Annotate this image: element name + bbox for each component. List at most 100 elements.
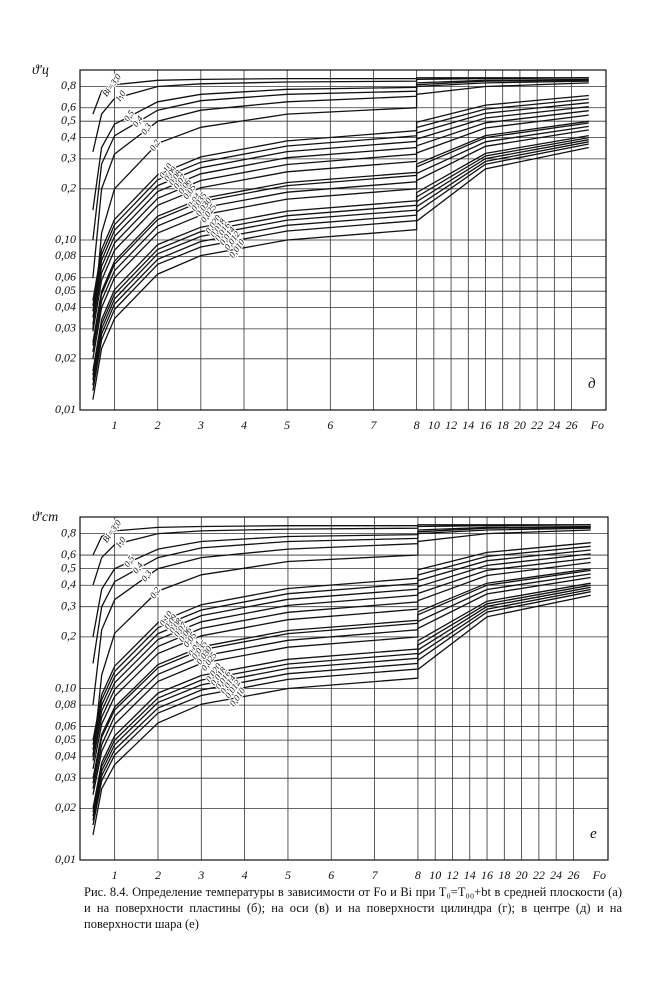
curve [92, 553, 591, 756]
curve-label: 1,0 [113, 535, 128, 550]
y-tick-label: 0,08 [55, 697, 76, 711]
curve [92, 576, 591, 795]
x-tick-label: 1 [112, 868, 118, 882]
y-tick-label: 0,8 [61, 78, 76, 92]
curve [92, 102, 589, 312]
plot-frame [79, 69, 607, 411]
curve [92, 525, 591, 638]
curve [92, 122, 589, 346]
x-tick-label: 20 [514, 418, 526, 432]
curve [92, 114, 589, 332]
curve [92, 584, 591, 813]
x-tick-label: 4 [241, 418, 247, 432]
x-tick-label: 3 [197, 868, 204, 882]
y-tick-label: 0,6 [61, 547, 76, 561]
y-tick-label: 0,08 [55, 248, 76, 262]
x-axis-label: Fo [592, 868, 606, 882]
curve [92, 82, 589, 329]
x-tick-label: 26 [567, 868, 579, 882]
y-tick-label: 0,02 [55, 800, 76, 814]
x-tick-label: 10 [429, 868, 441, 882]
y-tick-label: 0,06 [55, 269, 76, 283]
curve [92, 568, 591, 779]
x-tick-label: 8 [415, 868, 421, 882]
curve [92, 582, 591, 809]
curve [92, 134, 589, 371]
x-tick-label: 8 [414, 418, 420, 432]
caption: Рис. 8.4. Определение температуры в зави… [84, 885, 622, 931]
curve [92, 588, 591, 821]
curve [92, 77, 589, 115]
curve [92, 542, 591, 741]
x-tick-label: 10 [428, 418, 440, 432]
y-tick-label: 0,04 [55, 299, 76, 313]
x-tick-label: 22 [533, 868, 545, 882]
x-tick-label: 6 [328, 868, 334, 882]
x-axis-label: Fo [590, 418, 604, 432]
y-tick-label: 0,2 [61, 629, 76, 643]
x-tick-label: 5 [284, 418, 290, 432]
x-tick-label: 18 [497, 418, 509, 432]
y-tick-label: 0,3 [61, 598, 76, 612]
y-tick-label: 0,8 [61, 525, 76, 539]
x-tick-label: 14 [462, 418, 474, 432]
y-tick-label: 0,3 [61, 151, 76, 165]
curve [92, 98, 589, 306]
y-tick-label: 0,10 [55, 680, 76, 694]
curves [92, 524, 591, 836]
y-axis-label: ϑ'ц [32, 63, 49, 78]
curve [92, 94, 589, 301]
x-tick-label: 3 [197, 418, 204, 432]
x-tick-label: 18 [498, 868, 510, 882]
curve [92, 125, 589, 352]
curve [92, 526, 591, 664]
curve-label: 0,2 [148, 585, 163, 600]
x-tick-label: 7 [370, 418, 377, 432]
curve [92, 146, 589, 400]
y-tick-label: 0,03 [55, 770, 76, 784]
curve [92, 561, 591, 770]
y-tick-label: 0,03 [55, 321, 76, 335]
x-tick-label: 16 [479, 418, 491, 432]
curve-label: 0,2 [147, 137, 162, 152]
curve [92, 549, 591, 750]
y-tick-label: 0,05 [55, 732, 76, 746]
curve-label: 1,0 [113, 88, 128, 103]
y-tick-label: 0,5 [61, 113, 76, 127]
curve [92, 77, 589, 153]
y-tick-label: 0,2 [61, 181, 76, 195]
curve [92, 524, 591, 586]
panel-label: д [588, 376, 596, 392]
curve [92, 557, 591, 761]
curve [92, 129, 589, 359]
curve [92, 78, 589, 211]
curve [92, 110, 589, 325]
y-tick-label: 0,6 [61, 99, 76, 113]
y-tick-label: 0,10 [55, 232, 76, 246]
curve [92, 569, 591, 784]
x-tick-label: 14 [464, 868, 476, 882]
curve [92, 79, 589, 241]
x-tick-label: 2 [155, 868, 161, 882]
curves [92, 77, 589, 400]
y-tick-label: 0,05 [55, 283, 76, 297]
curve [92, 529, 591, 757]
panel-label: е [590, 826, 597, 842]
curve [92, 139, 589, 381]
x-tick-label: 24 [550, 868, 562, 882]
curve [92, 586, 591, 817]
curve [92, 591, 591, 826]
curve [92, 527, 591, 706]
curve [92, 120, 589, 343]
curve [92, 545, 591, 745]
x-tick-label: 5 [285, 868, 291, 882]
x-tick-label: 16 [481, 868, 493, 882]
curve [92, 80, 589, 278]
curve [92, 573, 591, 789]
curve [92, 524, 591, 556]
x-tick-label: 6 [327, 418, 333, 432]
curve [92, 141, 589, 386]
x-tick-label: 22 [531, 418, 543, 432]
x-tick-label: 7 [372, 868, 379, 882]
